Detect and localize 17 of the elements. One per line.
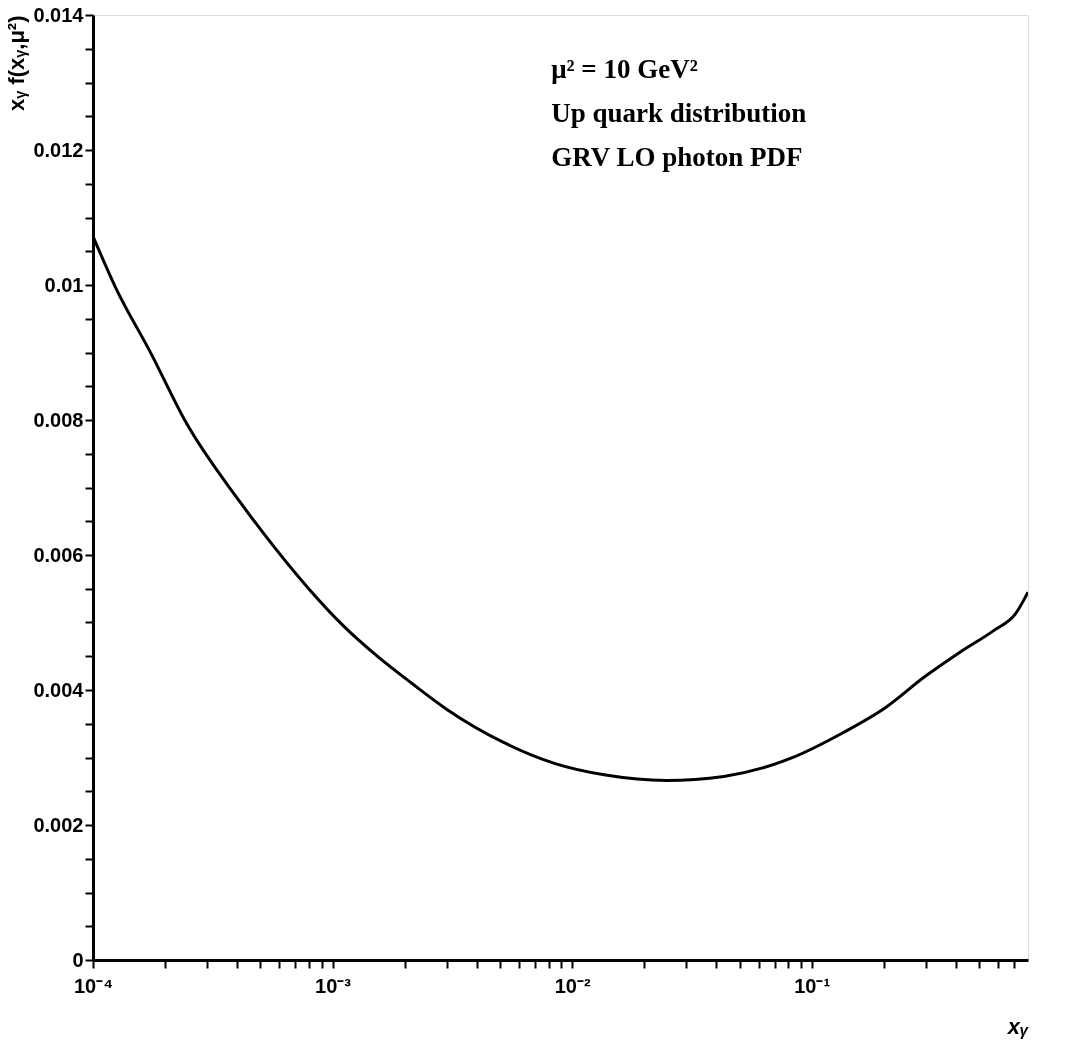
x-tick-label: 10⁻¹ [794,974,831,997]
x-tick-label: 10⁻⁴ [73,974,114,997]
y-tick-label: 0.014 [33,3,85,26]
y-tick-label: 0.004 [33,678,85,701]
annotation: μ² = 10 GeV² [551,54,698,84]
annotation: Up quark distribution [551,98,807,128]
y-axis-title: xᵧ f(xᵧ,μ²) [4,15,30,111]
x-tick-label: 10⁻³ [315,974,352,997]
y-tick-label: 0.008 [33,408,84,431]
annotation: GRV LO photon PDF [551,142,803,172]
x-tick-label: 10⁻² [554,974,591,997]
y-tick-label: 0.006 [33,543,84,566]
x-axis-title: xᵧ [1006,1013,1029,1039]
y-tick-label: 0.002 [33,813,84,836]
y-tick-label: 0.01 [44,273,84,296]
y-tick-label: 0 [72,948,84,971]
y-tick-label: 0.012 [33,138,84,161]
